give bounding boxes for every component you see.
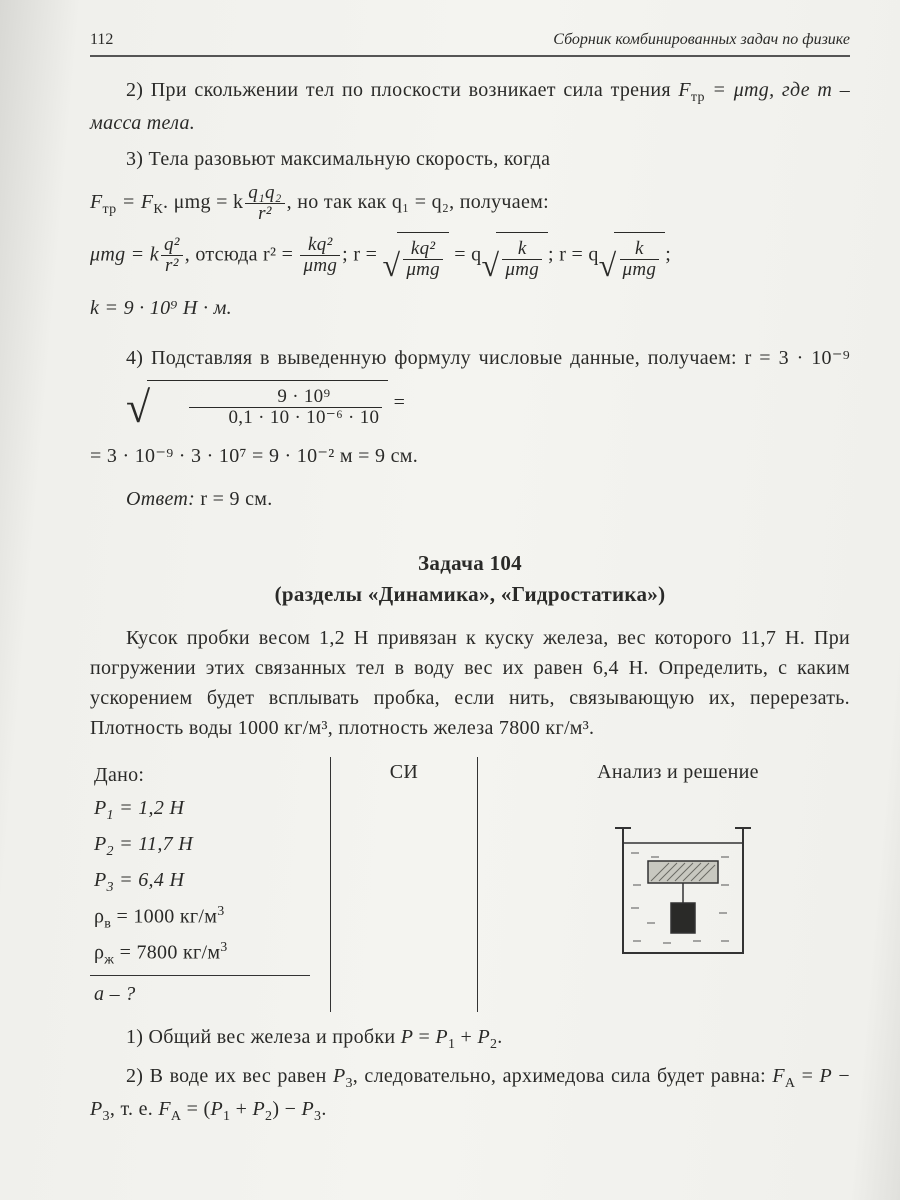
solution-step-4: 4) Подставляя в выведенную формулу число…	[90, 336, 850, 428]
given-column: Дано: P1 = 1,2 Н P2 = 11,7 Н P3 = 6,4 Н …	[90, 757, 331, 1012]
problem-104-step-2: 2) В воде их вес равен P3, следовательно…	[90, 1061, 850, 1127]
problem-104-title: Задача 104 (разделы «Динамика», «Гидрост…	[90, 548, 850, 611]
given-p3: P3 = 6,4 Н	[90, 865, 320, 898]
analysis-column: Анализ и решение	[478, 757, 850, 1012]
beaker-diagram	[506, 813, 850, 963]
coulomb-constant: k = 9 · 10⁹ Н · м.	[90, 286, 850, 330]
solution-step-3-intro: 3) Тела разовьют максимальную скорость, …	[90, 144, 850, 174]
textbook-page: 112 Сборник комбинированных задач по физ…	[0, 0, 900, 1200]
page-header: 112 Сборник комбинированных задач по физ…	[90, 28, 850, 57]
answer-line: Ответ: r = 9 см.	[90, 484, 850, 514]
book-title: Сборник комбинированных задач по физике	[553, 28, 850, 52]
given-rho-iron: ρж = 7800 кг/м3	[90, 937, 320, 971]
problem-104-text: Кусок пробки весом 1,2 Н привязан к куск…	[90, 623, 850, 743]
solution-step-3-eq2: μmg = kq²r², отсюда r² = kq²μmg; r = √kq…	[90, 232, 850, 280]
given-p1: P1 = 1,2 Н	[90, 793, 320, 826]
given-rho-water: ρв = 1000 кг/м3	[90, 901, 320, 935]
beaker-svg	[593, 813, 763, 963]
given-find: a – ?	[90, 979, 320, 1009]
given-p2: P2 = 11,7 Н	[90, 829, 320, 862]
given-divider	[90, 975, 310, 976]
page-number: 112	[90, 28, 113, 52]
previous-solution-continuation: 2) При скольжении тел по плоскости возни…	[90, 75, 850, 1127]
solution-step-2: 2) При скольжении тел по плоскости возни…	[90, 75, 850, 138]
solution-step-4-result: = 3 · 10⁻⁹ · 3 · 10⁷ = 9 · 10⁻² м = 9 см…	[90, 434, 850, 478]
solution-step-3-eq1: Fтр = FК. μmg = kq₁q₂r², но так как q₁ =…	[90, 180, 850, 226]
given-si-analysis-table: Дано: P1 = 1,2 Н P2 = 11,7 Н P3 = 6,4 Н …	[90, 757, 850, 1012]
si-column: СИ	[331, 757, 478, 1012]
problem-104-step-1: 1) Общий вес железа и пробки P = P1 + P2…	[90, 1022, 850, 1055]
